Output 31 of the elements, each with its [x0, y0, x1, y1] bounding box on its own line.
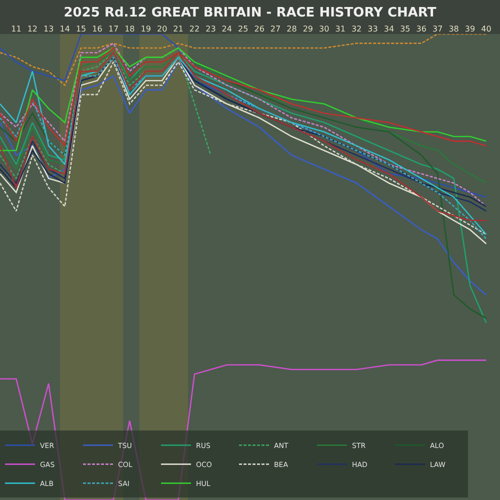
x-tick-label: 34	[384, 24, 394, 34]
x-tick-label: 23	[206, 24, 216, 34]
x-tick-label: 39	[464, 24, 476, 34]
x-tick-label: 20	[156, 24, 168, 34]
x-tick-label: 22	[189, 24, 200, 34]
x-tick-label: 21	[173, 24, 184, 34]
x-tick-label: 35	[400, 24, 410, 34]
x-tick-label: 15	[76, 24, 86, 34]
x-tick-label: 18	[124, 24, 135, 34]
x-tick-label: 32	[351, 24, 362, 34]
chart-title: 2025 Rd.12 GREAT BRITAIN - RACE HISTORY CHART	[64, 6, 436, 21]
x-tick-label: 37	[432, 24, 443, 34]
x-tick-label: 11	[11, 24, 22, 34]
x-tick-label: 17	[108, 24, 119, 34]
x-tick-label: 36	[416, 24, 426, 34]
x-tick-label: 16	[92, 24, 102, 34]
x-tick-label: 27	[270, 24, 281, 34]
x-tick-label: 38	[448, 24, 459, 34]
x-tick-label: 19	[140, 24, 151, 34]
x-tick-label: 25	[238, 24, 248, 34]
x-tick-label: 28	[286, 24, 297, 34]
x-tick-label: 29	[302, 24, 314, 34]
x-tick-label: 31	[335, 24, 346, 34]
x-tick-label: 12	[27, 24, 38, 34]
x-tick-label: 40	[481, 24, 492, 34]
x-tick-label: 26	[254, 24, 264, 34]
x-tick-label: 24	[222, 24, 232, 34]
x-tick-label: 30	[319, 24, 330, 34]
x-tick-label: 13	[44, 24, 54, 34]
x-tick-label: 14	[60, 24, 70, 34]
x-tick-label: 33	[368, 24, 378, 34]
